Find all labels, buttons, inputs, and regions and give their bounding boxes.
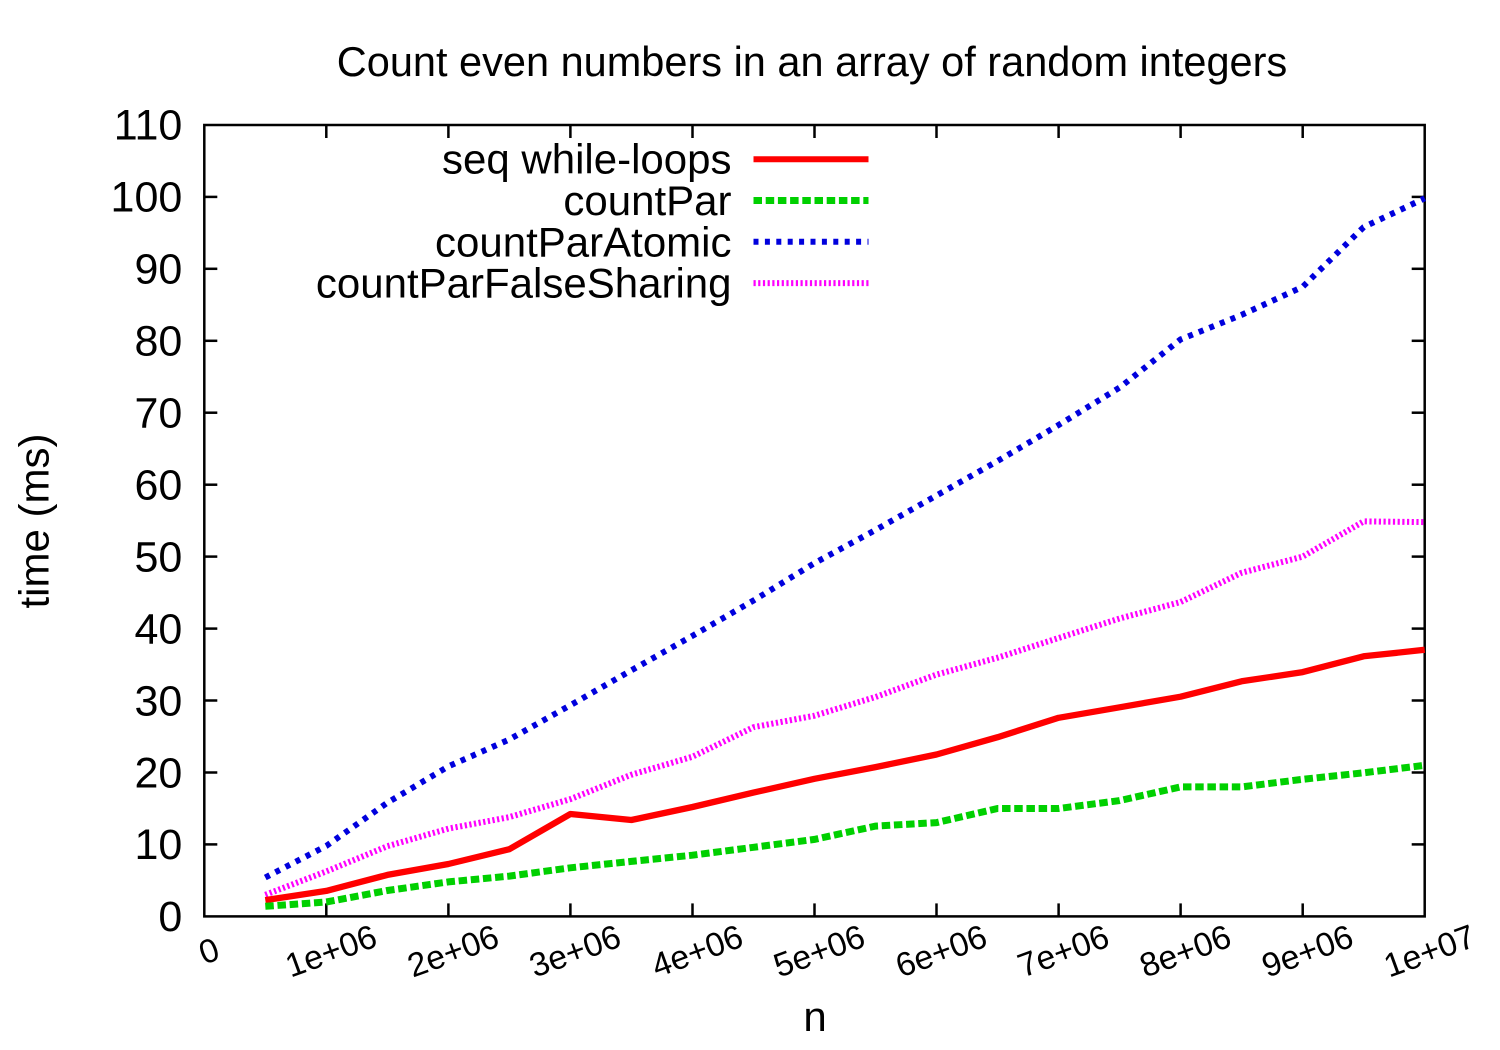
svg-text:10: 10	[134, 821, 182, 869]
svg-text:90: 90	[134, 246, 182, 294]
svg-text:0: 0	[158, 893, 182, 941]
svg-text:80: 80	[134, 318, 182, 366]
svg-text:countParFalseSharing: countParFalseSharing	[316, 260, 732, 307]
svg-text:30: 30	[134, 677, 182, 725]
svg-text:70: 70	[134, 390, 182, 438]
svg-text:Count even numbers in an array: Count even numbers in an array of random…	[337, 38, 1287, 85]
svg-text:60: 60	[134, 462, 182, 510]
svg-text:100: 100	[111, 174, 183, 222]
svg-text:50: 50	[134, 533, 182, 581]
svg-text:countParAtomic: countParAtomic	[435, 218, 731, 265]
svg-text:countPar: countPar	[563, 177, 731, 224]
svg-text:20: 20	[134, 749, 182, 797]
svg-text:40: 40	[134, 605, 182, 653]
svg-text:time (ms): time (ms)	[11, 434, 58, 609]
svg-text:110: 110	[114, 102, 183, 150]
svg-text:seq while-loops: seq while-loops	[442, 136, 732, 183]
svg-text:n: n	[803, 993, 826, 1040]
